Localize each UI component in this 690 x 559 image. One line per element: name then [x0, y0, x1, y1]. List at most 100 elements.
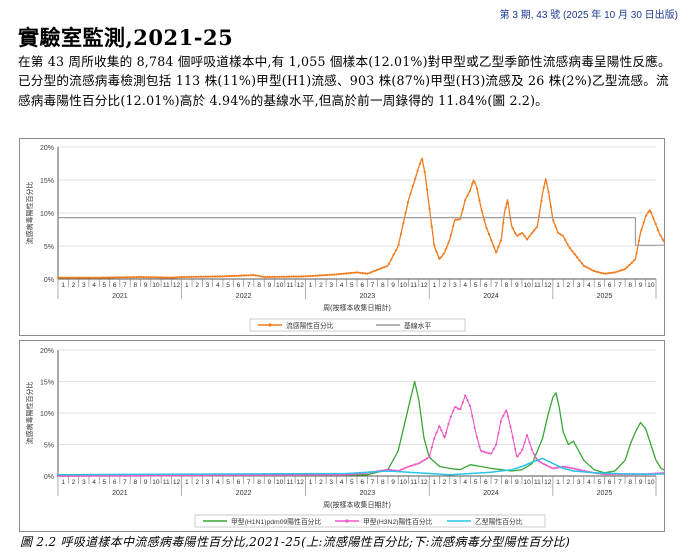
month-tick-label: 10 [523, 479, 531, 486]
series-marker [116, 276, 119, 279]
series-marker [537, 215, 541, 218]
series-marker [237, 274, 241, 277]
series-marker [335, 273, 338, 276]
series-marker [490, 452, 493, 455]
series-marker [533, 453, 536, 456]
legend-entry: 流感陽性百分比 [286, 321, 334, 330]
month-tick-label: 6 [360, 282, 364, 289]
month-tick-label: 3 [82, 282, 86, 289]
series-marker [471, 182, 474, 185]
month-tick-label: 1 [432, 479, 436, 486]
series-marker [642, 221, 645, 224]
series-marker [180, 275, 183, 279]
series-marker [333, 273, 336, 276]
series-marker [126, 276, 129, 279]
series-marker [578, 468, 581, 471]
series-marker [468, 404, 471, 407]
series-marker [133, 474, 136, 477]
series-marker [635, 251, 638, 254]
series-marker [252, 274, 255, 277]
month-tick-label: 5 [103, 479, 107, 486]
series-marker [71, 276, 74, 279]
year-label: 2021 [112, 490, 128, 497]
series-marker [176, 276, 179, 279]
series-marker [483, 450, 486, 453]
month-tick-label: 2 [195, 282, 199, 289]
series-marker [404, 466, 407, 469]
series-marker [421, 460, 424, 463]
series-marker [447, 422, 450, 426]
series-marker [371, 270, 374, 273]
series-marker [114, 474, 117, 477]
series-marker [202, 474, 205, 477]
series-marker [59, 474, 62, 478]
series-marker [540, 199, 543, 203]
series-marker [166, 276, 169, 279]
series-marker [418, 162, 421, 165]
series-marker [609, 271, 612, 275]
series-marker [206, 275, 210, 278]
y-tick-label: 20% [40, 145, 54, 152]
month-tick-label: 5 [350, 479, 354, 486]
series-marker [111, 474, 114, 477]
series-marker [406, 465, 410, 468]
month-tick-label: 5 [226, 282, 230, 289]
series-marker [354, 271, 357, 274]
series-marker [235, 274, 238, 277]
series-marker [423, 458, 426, 461]
series-marker [392, 253, 395, 256]
month-tick-label: 8 [505, 479, 509, 486]
legend-entry: 甲型(H1N1)pdm09陽性百分比 [231, 517, 321, 526]
series-marker [530, 448, 533, 451]
month-tick-label: 1 [61, 479, 65, 486]
series-marker [516, 455, 519, 458]
series-marker [535, 226, 538, 229]
legend: 甲型(H1N1)pdm09陽性百分比 甲型(H3N2)陽性百分比 乙型陽性百分比 [194, 514, 546, 528]
series-marker [442, 434, 445, 438]
month-tick-label: 4 [340, 479, 344, 486]
month-tick-label: 6 [113, 282, 117, 289]
series-marker [504, 206, 507, 209]
series-marker [640, 229, 643, 232]
series-marker [264, 275, 267, 279]
series-marker [618, 269, 622, 272]
series-marker [421, 158, 424, 162]
series-marker [197, 275, 200, 278]
series-marker [464, 199, 467, 202]
series-marker [285, 275, 288, 278]
series-marker [78, 276, 81, 279]
series-marker [478, 445, 481, 448]
month-tick-label: 8 [628, 282, 632, 289]
month-tick-label: 2 [319, 479, 323, 486]
section-title: 實驗室監測,2021-25 [18, 25, 234, 50]
series-marker [506, 415, 510, 418]
series-marker [230, 274, 233, 278]
series-marker [652, 216, 655, 220]
series-marker [302, 275, 305, 278]
series-marker [68, 276, 71, 279]
series-marker [154, 276, 157, 279]
series-marker [385, 265, 388, 268]
series-marker [102, 276, 105, 279]
month-tick-label: 1 [61, 282, 65, 289]
series-marker [573, 467, 576, 470]
month-tick-label: 1 [309, 479, 313, 486]
series-marker [459, 407, 462, 411]
month-tick-label: 10 [647, 479, 655, 486]
series-marker [137, 275, 141, 279]
series-marker [292, 275, 295, 278]
series-marker [152, 276, 155, 279]
series-marker [187, 275, 191, 278]
series-marker [109, 276, 112, 279]
series-marker [502, 221, 505, 224]
series-marker [595, 270, 598, 273]
series-marker [233, 274, 236, 277]
series-marker [461, 401, 464, 404]
series-marker [623, 268, 626, 271]
series-marker [542, 186, 545, 189]
series-marker [218, 275, 221, 278]
series-marker [342, 272, 345, 275]
month-tick-label: 3 [453, 282, 457, 289]
series-marker [83, 474, 86, 477]
month-tick-label: 1 [556, 479, 560, 486]
